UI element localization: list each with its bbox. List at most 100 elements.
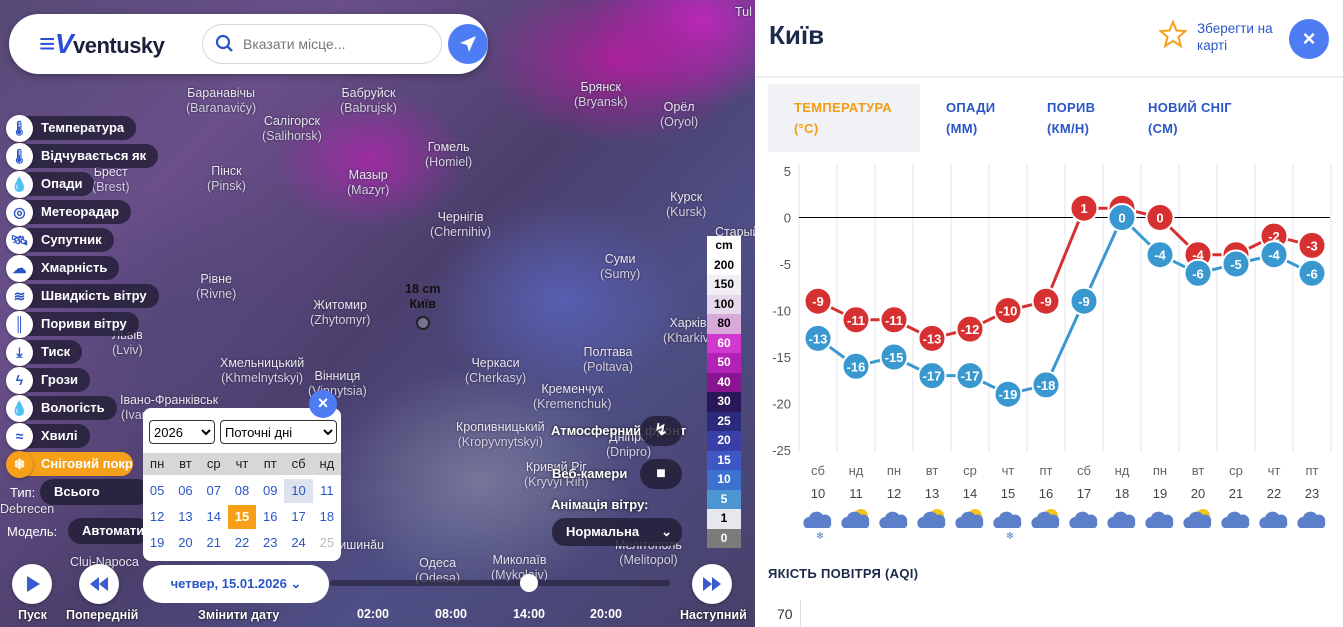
locate-button[interactable] [448,24,488,64]
x-weekday-label: нд [1115,463,1130,478]
menu-item-1[interactable]: 🌡 Температура [6,114,137,142]
menu-item-2[interactable]: 🌡 Відчувається як [6,142,159,170]
calendar-day[interactable]: 10 [284,479,313,503]
calendar-day[interactable]: 15 [227,505,257,529]
range-select[interactable]: Поточні дні [220,420,337,444]
menu-item-11[interactable]: 💧 Вологість [6,394,117,422]
city-name: Старый [715,225,755,239]
menu-item-5[interactable]: 🛰 Супутник [6,226,114,254]
kyiv-marker[interactable]: 18 cm Київ [405,282,440,330]
cloud-icon [879,511,908,528]
calendar-day[interactable]: 24 [291,535,306,550]
location-dot-icon [415,316,430,330]
max-temp-point [1069,193,1099,223]
min-temp-point [917,361,947,391]
front-toggle[interactable]: ↯ [640,416,682,446]
calendar-day[interactable]: 07 [206,483,221,498]
calendar-day[interactable]: 18 [319,509,335,524]
menu-item-label: Опади [23,172,95,196]
tab-4[interactable]: НОВИЙ СНІГ (СМ) [1122,84,1262,152]
menu-item-label: Температура [23,116,137,140]
save-to-map-link[interactable]: Зберегти на карті [1197,21,1273,53]
menu-item-9[interactable]: ⤓ Тиск [6,338,83,366]
menu-item-label: Грози [23,368,91,392]
menu-item-6[interactable]: ☁ Хмарність [6,254,120,282]
play-button[interactable] [12,564,52,604]
menu-item-3[interactable]: 💧 Опади [6,170,95,198]
calendar-day[interactable]: 19 [149,535,165,550]
menu-item-4[interactable]: ◎ Метеорадар [6,198,132,226]
snow-cloud-icon: ❄ [803,511,832,542]
x-weekday-label: нд [849,463,864,478]
city-label: Кременчук (Kremenchuk) [533,382,612,412]
type-select[interactable]: Всього [40,479,150,505]
min-temp-point [1259,240,1289,270]
timeline-time: 14:00 [513,607,545,621]
search-input[interactable] [243,33,433,55]
max-temp-point [1031,286,1061,316]
search-box[interactable] [202,24,442,64]
menu-item-8[interactable]: ║ Пориви вітру [6,310,139,338]
next-button[interactable] [692,564,732,604]
navigation-arrow-icon [460,36,476,52]
calendar-day[interactable]: 08 [234,483,250,498]
calendar-day[interactable]: 22 [234,535,250,550]
close-calendar-button[interactable]: × [309,390,337,418]
cloud-icon [1069,511,1098,528]
min-temp-point [803,323,833,353]
tab-3[interactable]: ПОРИВ (КМ/Н) [1021,84,1122,152]
date-picker: 2026 Поточні дні пн вт ср чт пт сб нд 05 06 07 08… [143,408,341,561]
menu-item-12[interactable]: ≈ Хвилі [6,422,90,450]
front-icon: ↯ [654,422,668,439]
x-day-label: 20 [1191,486,1205,501]
calendar-day[interactable]: 23 [263,535,278,550]
y-tick-label: 5 [784,164,791,179]
y-tick-label: -5 [779,257,791,272]
model-select[interactable]: Автоматично [68,518,150,544]
calendar-day[interactable]: 20 [178,535,193,550]
x-weekday-label: пт [1040,463,1053,478]
calendar-day[interactable]: 17 [291,509,306,524]
city-label: Кишинău [332,538,384,553]
sun-cloud-icon [1031,509,1060,528]
date-button[interactable]: четвер, 15.01.2026 ⌄ [143,565,329,603]
timeline-handle[interactable] [520,574,538,592]
year-select[interactable]: 2026 [149,420,215,444]
type-label: Тип: [10,485,36,500]
legend-item: 25 [707,411,741,431]
wind-animation-select[interactable]: Нормальна ⌄ [552,518,682,546]
calendar-day[interactable]: 06 [178,483,193,498]
menu-item-10[interactable]: ϟ Грози [6,366,91,394]
city-label: Брест (Brest) [92,165,130,195]
calendar-day[interactable]: 05 [149,483,165,498]
max-temp-point [917,323,947,353]
legend-item: 1 [707,509,741,529]
calendar-day[interactable]: 14 [206,509,221,524]
calendar-day[interactable]: 16 [263,509,278,524]
logo[interactable]: ≡Vventusky [39,28,165,59]
calendar-day[interactable]: 21 [206,535,221,550]
x-weekday-label: пт [1306,463,1319,478]
tab-title: ОПАДИ [946,100,996,115]
close-panel-button[interactable]: × [1289,19,1329,59]
change-date-label: Змінити дату [198,608,280,622]
calendar-day[interactable]: 09 [263,483,278,498]
calendar-day[interactable]: 11 [320,483,334,498]
timeline-track[interactable] [330,580,670,586]
webcams-toggle[interactable]: ■ [640,459,682,489]
city-latin-name: (Poltava) [583,360,634,374]
calendar-day[interactable]: 12 [149,509,165,524]
calendar-week: 05 06 07 08 09 10 11 [143,479,341,503]
tab-1[interactable]: ТЕМПЕРАТУРА (°C) [768,84,920,152]
min-temp-point [1297,258,1327,288]
calendar-day[interactable]: 13 [178,509,193,524]
sun-cloud-icon [841,509,870,528]
previous-button[interactable] [79,564,119,604]
menu-item-7[interactable]: ≋ Швидкість вітру [6,282,159,310]
legend-item: 150 [707,275,741,295]
menu-item-13[interactable]: ❄Сніговий покрив [6,450,133,478]
tab-2[interactable]: ОПАДИ (ММ) [920,84,1021,152]
city-latin-name: (Rivne) [196,287,237,301]
star-icon[interactable] [1159,20,1187,48]
sun-cloud-icon [917,509,946,528]
